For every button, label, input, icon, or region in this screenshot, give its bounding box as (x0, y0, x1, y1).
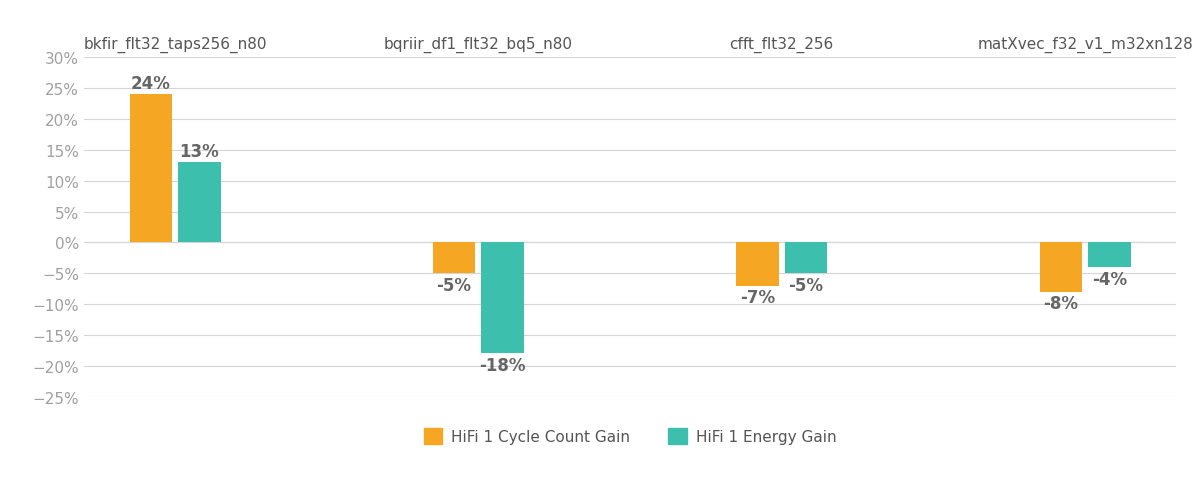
Bar (1088, 243, 1130, 268)
Text: -7%: -7% (740, 288, 775, 306)
Text: -5%: -5% (788, 276, 823, 294)
Text: matXvec_f32_v1_m32xn128: matXvec_f32_v1_m32xn128 (977, 37, 1193, 53)
Text: -8%: -8% (1043, 295, 1079, 313)
Text: 24%: 24% (131, 75, 170, 92)
Bar (1039, 243, 1082, 292)
Text: -18%: -18% (479, 356, 526, 374)
Text: cfft_flt32_256: cfft_flt32_256 (730, 37, 834, 53)
Legend: HiFi 1 Cycle Count Gain, HiFi 1 Energy Gain: HiFi 1 Cycle Count Gain, HiFi 1 Energy G… (418, 422, 842, 450)
Bar (178, 163, 221, 243)
Text: -4%: -4% (1092, 270, 1127, 288)
Bar (785, 243, 827, 273)
Bar (736, 243, 779, 286)
Bar (433, 243, 475, 273)
Text: -5%: -5% (437, 276, 472, 294)
Bar (481, 243, 524, 354)
Text: bqriir_df1_flt32_bq5_n80: bqriir_df1_flt32_bq5_n80 (384, 37, 572, 53)
Text: bkfir_flt32_taps256_n80: bkfir_flt32_taps256_n80 (83, 37, 266, 53)
Bar (130, 95, 172, 243)
Text: 13%: 13% (179, 142, 220, 160)
